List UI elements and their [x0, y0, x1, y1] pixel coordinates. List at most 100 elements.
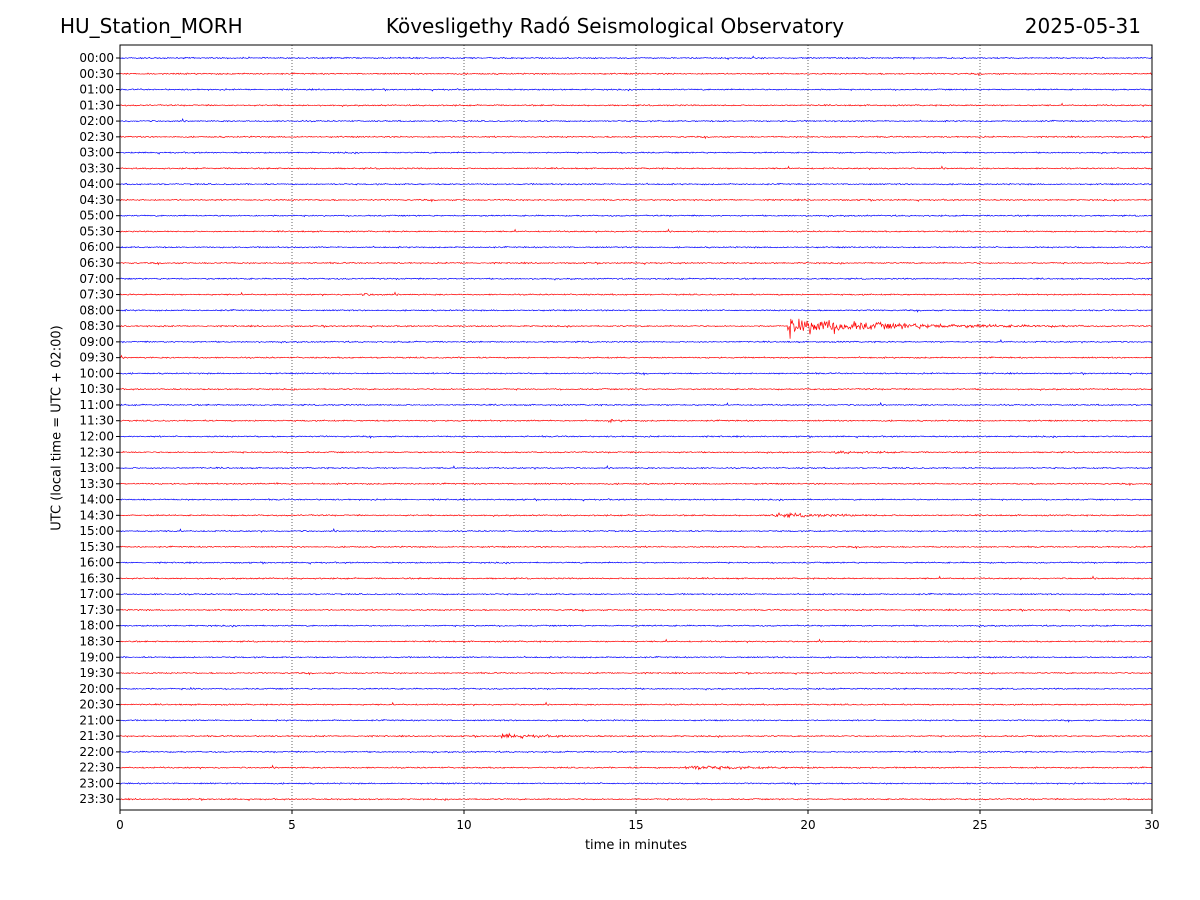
y-tick-label: 11:30 [79, 414, 114, 428]
record-date: 2025-05-31 [1024, 14, 1141, 38]
y-tick-label: 08:30 [79, 319, 114, 333]
trace-2000 [119, 686, 1153, 691]
trace-0130 [119, 102, 1153, 108]
trace-1800 [119, 624, 1153, 628]
y-tick-label: 20:30 [79, 698, 114, 712]
trace-0300 [119, 151, 1153, 155]
trace-1130 [119, 418, 1153, 424]
trace-0030 [119, 72, 1153, 77]
trace-0700 [119, 277, 1153, 281]
trace-0000 [119, 55, 1153, 61]
trace-1500 [119, 528, 1153, 533]
y-tick-label: 04:00 [79, 177, 114, 191]
y-tick-label: 09:00 [79, 335, 114, 349]
station-name: HU_Station_MORH [60, 14, 243, 38]
trace-0230 [119, 135, 1153, 140]
trace-0630 [119, 261, 1153, 266]
y-tick-label: 21:30 [79, 729, 114, 743]
y-tick-label: 18:00 [79, 619, 114, 633]
x-axis-label: time in minutes [584, 838, 688, 853]
y-tick-label: 16:30 [79, 571, 114, 585]
y-tick-label: 15:00 [79, 524, 114, 538]
trace-1000 [119, 371, 1153, 376]
y-tick-label: 15:30 [79, 540, 114, 554]
x-tick-label: 10 [456, 818, 471, 832]
y-tick-label: 13:30 [79, 477, 114, 491]
y-tick-label: 01:00 [79, 83, 114, 97]
trace-2330 [119, 797, 1153, 802]
x-tick-label: 20 [800, 818, 815, 832]
y-tick-label: 00:00 [79, 51, 114, 65]
y-tick-label: 12:00 [79, 429, 114, 443]
trace-0930 [119, 354, 1153, 360]
y-tick-label: 23:30 [79, 792, 114, 806]
trace-1330 [119, 482, 1153, 487]
y-tick-label: 14:00 [79, 493, 114, 507]
y-tick-label: 11:00 [79, 398, 114, 412]
x-tick-label: 5 [288, 818, 296, 832]
trace-0830 [119, 318, 1153, 339]
y-tick-label: 23:00 [79, 776, 114, 790]
y-tick-label: 18:30 [79, 634, 114, 648]
trace-2200 [119, 749, 1153, 754]
y-tick-label: 09:30 [79, 351, 114, 365]
y-tick-label: 05:30 [79, 224, 114, 238]
trace-0800 [119, 308, 1153, 313]
trace-2130 [119, 732, 1153, 740]
y-tick-label: 10:30 [79, 382, 114, 396]
trace-1900 [119, 655, 1153, 659]
y-tick-label: 08:00 [79, 303, 114, 317]
y-tick-label: 03:30 [79, 161, 114, 175]
trace-0900 [119, 339, 1153, 344]
trace-1700 [119, 592, 1153, 596]
trace-2230 [119, 764, 1153, 771]
x-tick-label: 0 [116, 818, 124, 832]
trace-1100 [119, 401, 1153, 407]
y-tick-label: 13:00 [79, 461, 114, 475]
trace-0600 [119, 245, 1153, 249]
trace-1430 [119, 512, 1153, 519]
y-tick-label: 04:30 [79, 193, 114, 207]
y-tick-label: 17:00 [79, 587, 114, 601]
trace-1830 [119, 638, 1153, 644]
y-tick-label: 21:00 [79, 713, 114, 727]
y-tick-label: 05:00 [79, 209, 114, 223]
trace-1200 [119, 434, 1153, 439]
trace-1300 [119, 464, 1153, 470]
trace-0400 [119, 182, 1153, 186]
y-tick-label: 02:30 [79, 130, 114, 144]
y-tick-label: 12:30 [79, 445, 114, 459]
x-tick-label: 25 [972, 818, 987, 832]
trace-0430 [119, 198, 1153, 203]
trace-1400 [119, 497, 1153, 502]
y-tick-label: 06:30 [79, 256, 114, 270]
trace-1230 [119, 450, 1153, 455]
trace-1530 [119, 545, 1153, 550]
y-tick-label: 00:30 [79, 67, 114, 81]
y-tick-label: 06:00 [79, 240, 114, 254]
y-tick-label: 17:30 [79, 603, 114, 617]
trace-0530 [119, 228, 1153, 234]
trace-1930 [119, 671, 1153, 676]
trace-0500 [119, 214, 1153, 218]
y-tick-label: 01:30 [79, 98, 114, 112]
trace-1730 [119, 608, 1153, 613]
trace-1630 [119, 575, 1153, 581]
x-tick-label: 15 [628, 818, 643, 832]
y-tick-label: 22:30 [79, 761, 114, 775]
trace-1600 [119, 561, 1153, 565]
trace-1030 [119, 387, 1153, 391]
trace-2100 [119, 718, 1153, 723]
trace-0330 [119, 165, 1153, 171]
y-tick-label: 16:00 [79, 556, 114, 570]
y-tick-label: 19:30 [79, 666, 114, 680]
y-tick-label: 07:00 [79, 272, 114, 286]
x-tick-label: 30 [1144, 818, 1159, 832]
y-tick-label: 03:00 [79, 146, 114, 160]
trace-2300 [119, 782, 1153, 786]
trace-0730 [119, 291, 1153, 297]
y-tick-label: 02:00 [79, 114, 114, 128]
y-tick-label: 07:30 [79, 288, 114, 302]
y-tick-label: 20:00 [79, 682, 114, 696]
